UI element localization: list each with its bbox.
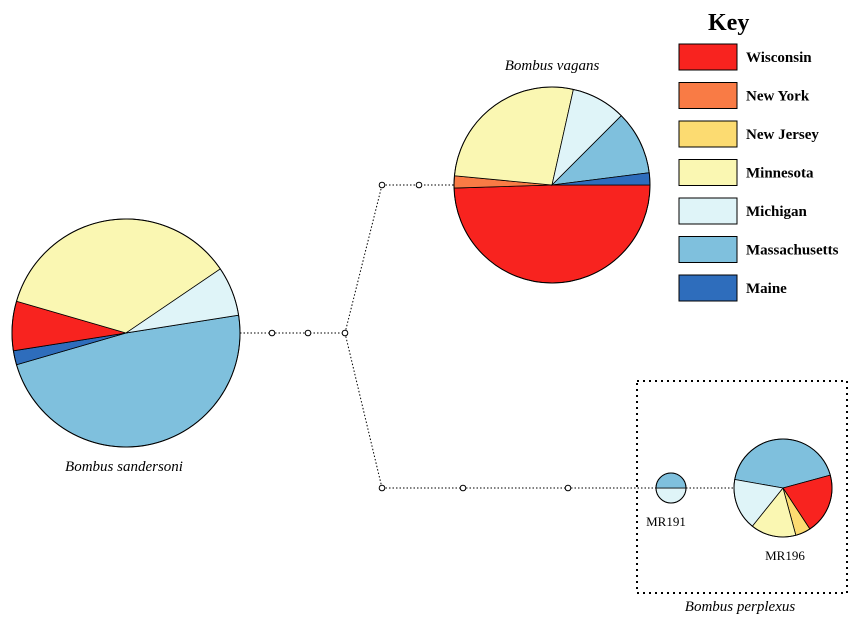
median-node xyxy=(415,181,423,189)
legend-label-massachusetts: Massachusetts xyxy=(746,243,839,259)
label-mr196: MR196 xyxy=(765,548,805,563)
median-node xyxy=(378,484,386,492)
median-node xyxy=(378,181,386,189)
pie-mr196 xyxy=(733,438,833,538)
legend-swatch-wisconsin xyxy=(678,43,738,71)
legend-label-michigan: Michigan xyxy=(746,204,807,220)
legend-swatch-new-york xyxy=(678,82,738,109)
legend-swatch-new-jersey xyxy=(678,120,738,148)
legend-label-new-york: New York xyxy=(746,89,810,105)
legend-item-maine: Maine xyxy=(678,274,787,302)
legend-items: Wisconsin New York New Jersey Minnesota Mich… xyxy=(678,43,839,302)
legend-swatch-massachusetts xyxy=(678,236,738,263)
edge-hub-upper-branch xyxy=(344,184,383,334)
median-node xyxy=(564,484,572,492)
label-vagans: Bombus vagans xyxy=(505,58,600,74)
pie-outline xyxy=(733,438,833,538)
legend-label-minnesota: Minnesota xyxy=(746,166,814,182)
legend-item-new-jersey: New Jersey xyxy=(678,120,819,148)
pie-wedge-michigan xyxy=(655,487,687,504)
median-node xyxy=(341,329,349,337)
legend-label-wisconsin: Wisconsin xyxy=(746,50,812,66)
legend-label-maine: Maine xyxy=(746,281,787,297)
pie-outline xyxy=(11,218,241,448)
legend-title: Key xyxy=(708,10,749,36)
legend: Key Wisconsin New York New Jersey Minnesota… xyxy=(678,10,839,302)
pie-sandersoni xyxy=(11,218,241,448)
legend-swatch-maine xyxy=(678,274,738,302)
legend-item-michigan: Michigan xyxy=(678,197,807,225)
legend-item-minnesota: Minnesota xyxy=(678,159,814,186)
median-node xyxy=(304,329,312,337)
pie-outline xyxy=(655,472,687,504)
median-node xyxy=(268,329,276,337)
pie-mr191 xyxy=(655,472,687,504)
legend-label-new-jersey: New Jersey xyxy=(746,127,819,143)
legend-swatch-minnesota xyxy=(678,159,738,186)
legend-item-wisconsin: Wisconsin xyxy=(678,43,812,71)
pie-vagans xyxy=(453,86,651,284)
legend-swatch-michigan xyxy=(678,197,738,225)
perplexus-group-box xyxy=(636,380,848,594)
legend-item-new-york: New York xyxy=(678,82,810,109)
pie-wedge-wisconsin xyxy=(453,184,651,284)
median-vector-nodes xyxy=(268,181,572,492)
label-mr191: MR191 xyxy=(646,514,686,529)
edge-hub-lower-branch xyxy=(344,332,383,489)
label-sandersoni: Bombus sandersoni xyxy=(65,459,183,475)
pie-outline xyxy=(453,86,651,284)
pie-wedge-massachusetts xyxy=(655,472,687,489)
legend-item-massachusetts: Massachusetts xyxy=(678,236,839,263)
median-node xyxy=(459,484,467,492)
label-perplexus: Bombus perplexus xyxy=(685,599,796,615)
